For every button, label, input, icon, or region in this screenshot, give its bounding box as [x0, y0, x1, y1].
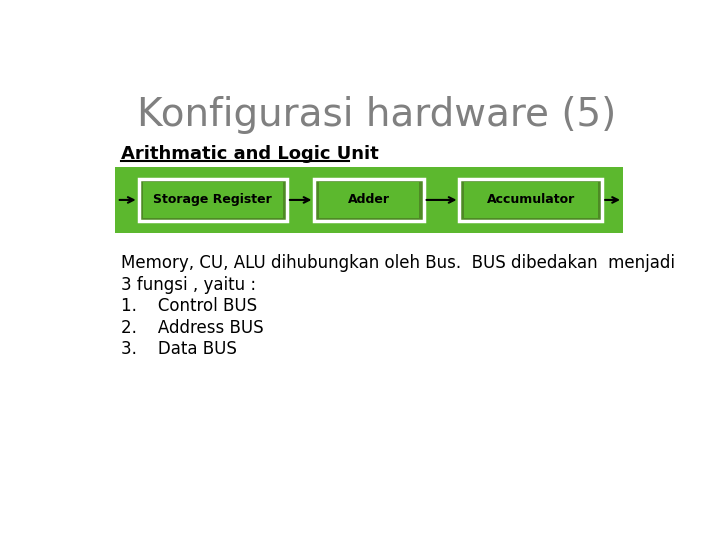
Text: Memory, CU, ALU dihubungkan oleh Bus.  BUS dibedakan  menjadi: Memory, CU, ALU dihubungkan oleh Bus. BU…: [121, 254, 675, 272]
Text: 2.    Address BUS: 2. Address BUS: [121, 319, 264, 337]
FancyBboxPatch shape: [138, 179, 287, 221]
Text: 3 fungsi , yaitu :: 3 fungsi , yaitu :: [121, 275, 256, 294]
FancyBboxPatch shape: [459, 179, 602, 221]
FancyBboxPatch shape: [115, 167, 623, 233]
FancyBboxPatch shape: [143, 183, 282, 218]
Text: Adder: Adder: [348, 193, 390, 206]
Text: Accumulator: Accumulator: [487, 193, 575, 206]
Text: Konfigurasi hardware (5): Konfigurasi hardware (5): [138, 96, 617, 134]
Text: Storage Register: Storage Register: [153, 193, 272, 206]
FancyBboxPatch shape: [86, 62, 652, 483]
Text: 1.    Control BUS: 1. Control BUS: [121, 297, 257, 315]
FancyBboxPatch shape: [464, 183, 598, 218]
FancyBboxPatch shape: [319, 183, 419, 218]
Text: 3.    Data BUS: 3. Data BUS: [121, 341, 237, 359]
FancyBboxPatch shape: [315, 179, 423, 221]
Text: Arithmatic and Logic Unit: Arithmatic and Logic Unit: [121, 145, 379, 163]
